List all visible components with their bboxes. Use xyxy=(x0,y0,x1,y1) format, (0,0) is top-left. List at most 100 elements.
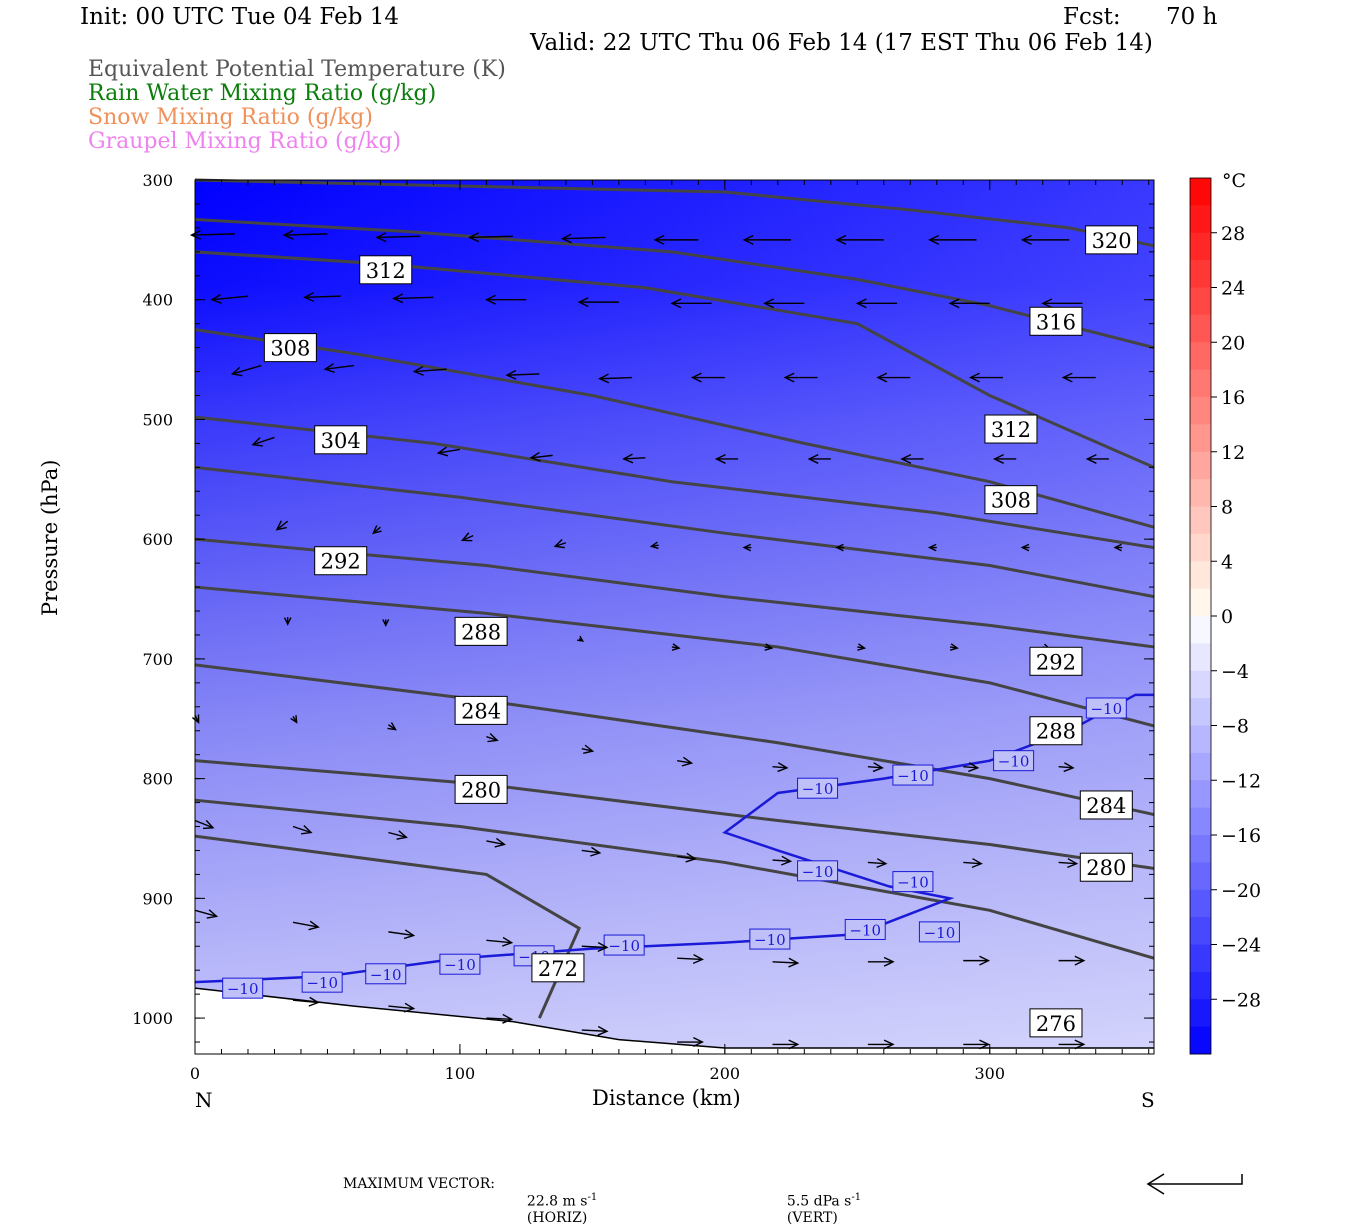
colorbar-tick-label: −16 xyxy=(1221,825,1261,847)
wind-vector xyxy=(772,765,787,769)
wind-vector xyxy=(562,236,606,240)
colorbar-band xyxy=(1190,999,1211,1028)
theta-e-contour xyxy=(194,663,1155,817)
wind-vector-head xyxy=(949,643,959,651)
wind-vector-head xyxy=(308,920,320,931)
theta-e-label: 292 xyxy=(321,550,361,574)
wind-vector-head xyxy=(876,372,888,383)
wind-vector xyxy=(252,436,275,446)
wind-vector-head xyxy=(412,365,424,376)
colorbar-tick-label: 16 xyxy=(1221,387,1245,409)
wind-vector-head xyxy=(487,732,499,743)
horiz-exponent: -1 xyxy=(587,1192,598,1203)
valid-time: Valid: 22 UTC Thu 06 Feb 14 (17 EST Thu … xyxy=(530,30,1153,56)
theta-e-label-box xyxy=(1029,716,1083,746)
wind-vector xyxy=(284,233,328,236)
end-label-north: N xyxy=(195,1088,213,1112)
wind-vector xyxy=(1058,861,1077,865)
wind-vector-head xyxy=(1041,298,1053,309)
wind-vector xyxy=(292,825,312,834)
theta-e-label: 272 xyxy=(538,957,578,981)
theta-e-label-box xyxy=(454,616,508,646)
max-vector-vertical: 5.5 dPa s-1 (VERT) xyxy=(778,1176,861,1226)
colorbar-band xyxy=(1190,533,1211,562)
wind-vector xyxy=(506,373,540,376)
wind-vector-head xyxy=(807,453,819,464)
terrain-fill xyxy=(195,988,1154,1054)
wind-vector-head xyxy=(484,294,496,305)
colorbar-tick-label: 12 xyxy=(1221,442,1245,464)
wind-vector-head xyxy=(1067,858,1079,869)
wind-vector-head xyxy=(210,293,222,304)
colorbar-band xyxy=(1190,205,1211,234)
plot-frame xyxy=(194,179,1155,1055)
colorbar-tick-label: −12 xyxy=(1221,770,1261,792)
wind-vector-head xyxy=(382,619,390,628)
y-tick-label: 900 xyxy=(142,889,173,908)
wind-vector-head xyxy=(1063,762,1075,773)
colorbar-tick-label: 20 xyxy=(1221,332,1245,354)
wind-vector-head xyxy=(403,929,416,940)
wind-vector-head xyxy=(577,297,589,308)
y-tick-label: 1000 xyxy=(132,1009,173,1028)
theta-e-label-box xyxy=(1079,852,1133,882)
colorbar-band xyxy=(1190,807,1211,836)
colorbar-band xyxy=(1190,971,1211,1000)
theta-e-label: 280 xyxy=(461,778,501,802)
wind-vector-head xyxy=(387,722,397,731)
wind-vector xyxy=(772,859,791,862)
wind-vector-head xyxy=(714,453,726,464)
wind-vector-head xyxy=(876,858,888,869)
wind-vector-head xyxy=(835,234,847,245)
wind-vector-head xyxy=(202,819,215,830)
wind-vector-head xyxy=(971,858,983,869)
max-vector-label: MAXIMUM VECTOR: xyxy=(343,1176,495,1192)
wind-vector xyxy=(232,364,262,375)
legend-graupel: Graupel Mixing Ratio (g/kg) xyxy=(88,129,402,154)
wind-vector-head xyxy=(436,446,449,457)
wind-vector-head xyxy=(780,855,793,866)
wind-vector-head xyxy=(230,366,243,377)
wind-vector xyxy=(191,233,235,236)
theta-e-label: 316 xyxy=(1036,310,1076,334)
theta-e-contour xyxy=(194,759,1155,870)
colorbar-band xyxy=(1190,561,1211,590)
wind-vector xyxy=(388,1005,414,1010)
isotherm-label-box xyxy=(844,918,886,940)
wind-vector-head xyxy=(577,635,585,642)
wind-vector-head xyxy=(560,233,572,244)
colorbar-band xyxy=(1190,889,1211,918)
y-tick-label: 500 xyxy=(142,410,173,429)
wind-vector-head xyxy=(598,373,610,384)
theta-e-label: 312 xyxy=(366,259,406,283)
colorbar-band xyxy=(1190,917,1211,945)
colorbar-band xyxy=(1190,232,1211,261)
isotherm-label: −10 xyxy=(802,780,834,798)
wind-vector-head xyxy=(290,715,298,724)
wind-vector-head xyxy=(1020,543,1030,552)
isotherm-label: −10 xyxy=(444,956,476,974)
wind-vector-head xyxy=(857,643,867,651)
wind-vector-head xyxy=(1074,955,1086,966)
wind-vector-head xyxy=(788,1039,800,1050)
wind-vector-head xyxy=(979,1039,991,1050)
isotherm-label: −10 xyxy=(1090,700,1122,718)
colorbar-tick-label: 0 xyxy=(1221,606,1233,628)
wind-vector-head xyxy=(460,532,473,542)
wind-vector-head xyxy=(590,846,602,857)
wind-vector-head xyxy=(308,996,320,1007)
wind-vector-head xyxy=(783,372,795,383)
colorbar-band xyxy=(1190,698,1211,726)
wind-vector-head xyxy=(855,298,867,309)
theta-e-label: 312 xyxy=(991,418,1031,442)
theta-e-label-box xyxy=(314,425,368,455)
wind-vector-head xyxy=(777,762,789,773)
colorbar-band xyxy=(1190,1026,1211,1055)
colorbar-band xyxy=(1190,643,1211,672)
wind-vector xyxy=(211,295,249,301)
wind-vector-head xyxy=(763,298,775,309)
isotherm-label: −10 xyxy=(227,980,259,998)
wind-vector xyxy=(462,534,474,542)
wind-vector-head xyxy=(788,957,800,968)
wind-vector-head xyxy=(392,293,404,304)
